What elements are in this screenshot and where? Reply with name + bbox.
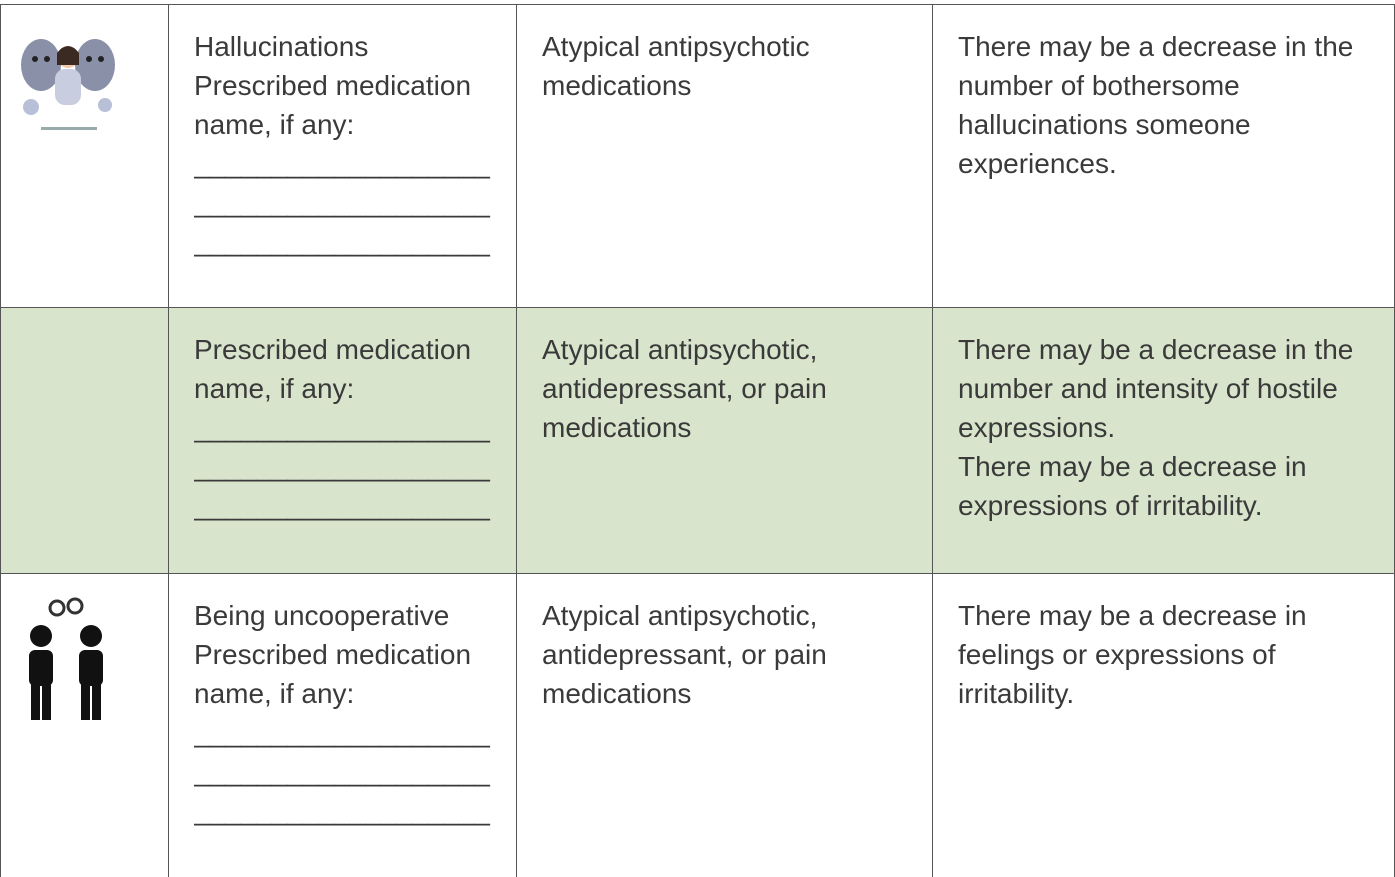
hallucination-icon bbox=[21, 39, 115, 130]
blank-line: ___________________ bbox=[194, 451, 490, 482]
blank-line: ___________________ bbox=[194, 490, 490, 521]
medications: Atypical antipsychotic, antidepressant, … bbox=[542, 334, 827, 443]
table-row: Hallucinations Prescribed medication name… bbox=[0, 4, 1395, 308]
prompt: Prescribed medication name, if any: bbox=[194, 334, 472, 404]
condition: Hallucinations bbox=[194, 31, 369, 62]
icon-cell bbox=[0, 4, 169, 308]
medications-cell: Atypical antipsychotic, antidepressant, … bbox=[516, 307, 933, 574]
icon-cell bbox=[0, 307, 169, 574]
effects-cell: There may be a decrease in feelings or e… bbox=[932, 573, 1395, 877]
effect: There may be a decrease in feelings or e… bbox=[958, 600, 1307, 709]
medications-cell: Atypical antipsychotic medications bbox=[516, 4, 933, 308]
effects-cell: There may be a decrease in the number of… bbox=[932, 4, 1395, 308]
effects-cell: There may be a decrease in the number an… bbox=[932, 307, 1395, 574]
table-row: Being uncooperative Prescribed medication… bbox=[0, 573, 1395, 877]
table-wrapper: Hallucinations Prescribed medication name… bbox=[0, 4, 1395, 877]
blank-line: ___________________ bbox=[194, 148, 490, 179]
condition-cell: Prescribed medication name, if any: _____… bbox=[168, 307, 517, 574]
effect: There may be a decrease in the number of… bbox=[958, 31, 1354, 179]
prompt: Prescribed medication name, if any: bbox=[194, 70, 472, 140]
blank-line: ___________________ bbox=[194, 795, 490, 826]
condition: Being uncooperative bbox=[194, 600, 450, 631]
effect: There may be a decrease in the number an… bbox=[958, 334, 1354, 443]
uncooperative-icon bbox=[29, 597, 103, 720]
blank-line: ___________________ bbox=[194, 412, 490, 443]
medication-table: Hallucinations Prescribed medication name… bbox=[0, 4, 1395, 877]
prompt: Prescribed medication name, if any: bbox=[194, 639, 472, 709]
icon-cell bbox=[0, 573, 169, 877]
blank-line: ___________________ bbox=[194, 717, 490, 748]
blank-line: ___________________ bbox=[194, 756, 490, 787]
medications-cell: Atypical antipsychotic, antidepressant, … bbox=[516, 573, 933, 877]
medications: Atypical antipsychotic, antidepressant, … bbox=[542, 600, 827, 709]
table-row: Prescribed medication name, if any: _____… bbox=[0, 307, 1395, 574]
blank-line: ___________________ bbox=[194, 226, 490, 257]
medications: Atypical antipsychotic medications bbox=[542, 31, 810, 101]
effect: There may be a decrease in expressions o… bbox=[958, 451, 1307, 521]
blank-line: ___________________ bbox=[194, 187, 490, 218]
condition-cell: Hallucinations Prescribed medication name… bbox=[168, 4, 517, 308]
condition-cell: Being uncooperative Prescribed medication… bbox=[168, 573, 517, 877]
